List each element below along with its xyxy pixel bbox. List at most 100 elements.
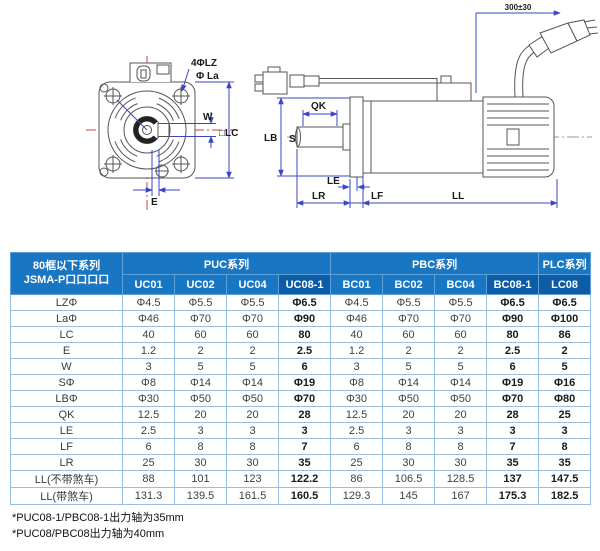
table-cell: Φ30: [122, 390, 175, 407]
row-label: QK: [10, 406, 123, 423]
table-cell: 160.5: [277, 487, 332, 505]
group-header-plc: PLC系列: [538, 252, 592, 275]
table-cell: 7: [277, 438, 332, 455]
table-row: LE 2.5 3 3 3 2.5 3 3 3 3: [10, 422, 592, 439]
table-row: LBΦ Φ30 Φ50 Φ50 Φ70 Φ30 Φ50 Φ50 Φ70 Φ80: [10, 390, 592, 407]
table-cell: 28: [486, 406, 540, 423]
bolt-hole-leader: [181, 68, 190, 92]
table-cell: Φ90: [277, 310, 332, 327]
table-cell: 88: [122, 470, 175, 488]
dim-label-le: LE: [327, 176, 340, 187]
table-cell: 25: [538, 406, 592, 423]
row-label: E: [10, 342, 123, 359]
table-cell: Φ19: [486, 374, 540, 391]
table-cell: Φ50: [434, 390, 488, 407]
table-cell: Φ4.5: [122, 294, 175, 311]
table-cell: Φ70: [277, 390, 332, 407]
table-cell: 8: [434, 438, 488, 455]
corner-header: 80框以下系列 JSMA-P口口口口: [10, 252, 123, 295]
shaft-key-collar: [133, 116, 161, 144]
table-cell: 145: [382, 487, 436, 505]
table-cell: 20: [382, 406, 436, 423]
table-cell: 106.5: [382, 470, 436, 488]
table-cell: 30: [434, 454, 488, 471]
dim-label-cable: 300±30: [505, 3, 532, 12]
encoder-cable: [317, 78, 438, 84]
row-label: SΦ: [10, 374, 123, 391]
col-header-uc01: UC01: [122, 274, 175, 295]
dim-label-4lz: 4ΦLZ: [191, 58, 217, 69]
table-cell: 5: [174, 358, 227, 375]
shaft-end: [295, 127, 301, 147]
dim-lb: LB: [264, 97, 350, 177]
table-cell: 101: [174, 470, 227, 488]
motor-body: [362, 100, 484, 174]
dim-e: E: [133, 150, 180, 208]
table-cell: 3: [330, 358, 384, 375]
table-cell: Φ5.5: [226, 294, 279, 311]
table-cell: 60: [226, 326, 279, 343]
bolt-holes: [99, 83, 190, 178]
table-cell: 6: [277, 358, 332, 375]
dim-label-qk: QK: [311, 101, 327, 112]
table-cell: 139.5: [174, 487, 227, 505]
table-cell: Φ8: [330, 374, 384, 391]
row-label: LR: [10, 454, 123, 471]
dim-label-w: W: [203, 112, 213, 123]
footnotes: *PUC08-1/PBC08-1出力轴为35mm *PUC08/PBC08出力轴…: [12, 511, 184, 543]
dim-label-lc: □LC: [219, 128, 238, 139]
table-cell: Φ4.5: [330, 294, 384, 311]
table-cell: 128.5: [434, 470, 488, 488]
keyway: [157, 123, 170, 137]
rear-ribs: [487, 103, 549, 171]
table-row: LR 25 30 30 35 25 30 30 35 35: [10, 454, 592, 471]
table-cell: 28: [277, 406, 332, 423]
dim-label-e: E: [151, 197, 158, 208]
table-cell: 161.5: [226, 487, 279, 505]
table-cell: Φ16: [538, 374, 592, 391]
power-plug: [528, 19, 599, 58]
col-header-uc04: UC04: [226, 274, 279, 295]
motor-dimension-drawing: 4ΦLZ Φ La W □LC: [86, 3, 599, 210]
row-label: LZΦ: [10, 294, 123, 311]
dim-qk: QK: [302, 101, 338, 126]
table-row: LaΦ Φ46 Φ70 Φ70 Φ90 Φ46 Φ70 Φ70 Φ90 Φ100: [10, 310, 592, 327]
group-header-pbc: PBC系列: [330, 252, 540, 275]
table-cell: 20: [174, 406, 227, 423]
row-label: LL(不带煞车): [10, 470, 123, 488]
row-label: W: [10, 358, 123, 375]
table-row: LL(不带煞车) 88 101 123 122.2 86 106.5 128.5 137 147.…: [10, 470, 592, 488]
group-header-puc: PUC系列: [121, 252, 332, 275]
table-cell: 60: [174, 326, 227, 343]
table-cell: Φ70: [434, 310, 488, 327]
footnote-1: *PUC08-1/PBC08-1出力轴为35mm: [12, 512, 184, 524]
shaft-shoulder: [342, 123, 351, 151]
dim-lr-lf-ll: LR LF LL: [296, 149, 558, 208]
table-cell: 35: [486, 454, 540, 471]
table-cell: 3: [122, 358, 175, 375]
rear-connector-block: [506, 128, 520, 146]
table-row: LC 40 60 60 80 40 60 60 80 86: [10, 326, 592, 343]
table-cell: Φ14: [226, 374, 279, 391]
table-cell: Φ70: [174, 310, 227, 327]
table-cell: Φ50: [174, 390, 227, 407]
table-cell: 86: [330, 470, 384, 488]
table-cell: Φ70: [486, 390, 540, 407]
table-cell: 30: [174, 454, 227, 471]
table-cell: Φ6.5: [277, 294, 332, 311]
col-header-lc08: LC08: [538, 274, 592, 295]
row-label: LF: [10, 438, 123, 455]
cable-boot: [289, 74, 305, 88]
table-cell: 122.2: [277, 470, 332, 488]
table-cell: Φ14: [382, 374, 436, 391]
table-cell: 40: [122, 326, 175, 343]
table-cell: Φ80: [538, 390, 592, 407]
table-row: LL(带煞车) 131.3 139.5 161.5 160.5 129.3 145 167 17…: [10, 487, 592, 505]
side-view: 300±30 QK LB S LE: [254, 3, 599, 208]
table-row: LF 6 8 8 7 6 8 8 7 8: [10, 438, 592, 455]
table-cell: 5: [434, 358, 488, 375]
front-view: 4ΦLZ Φ La W □LC: [86, 56, 238, 210]
dim-label-ll: LL: [452, 191, 464, 202]
table-cell: 129.3: [330, 487, 384, 505]
table-row: E 1.2 2 2 2.5 1.2 2 2 2.5 2: [10, 342, 592, 359]
